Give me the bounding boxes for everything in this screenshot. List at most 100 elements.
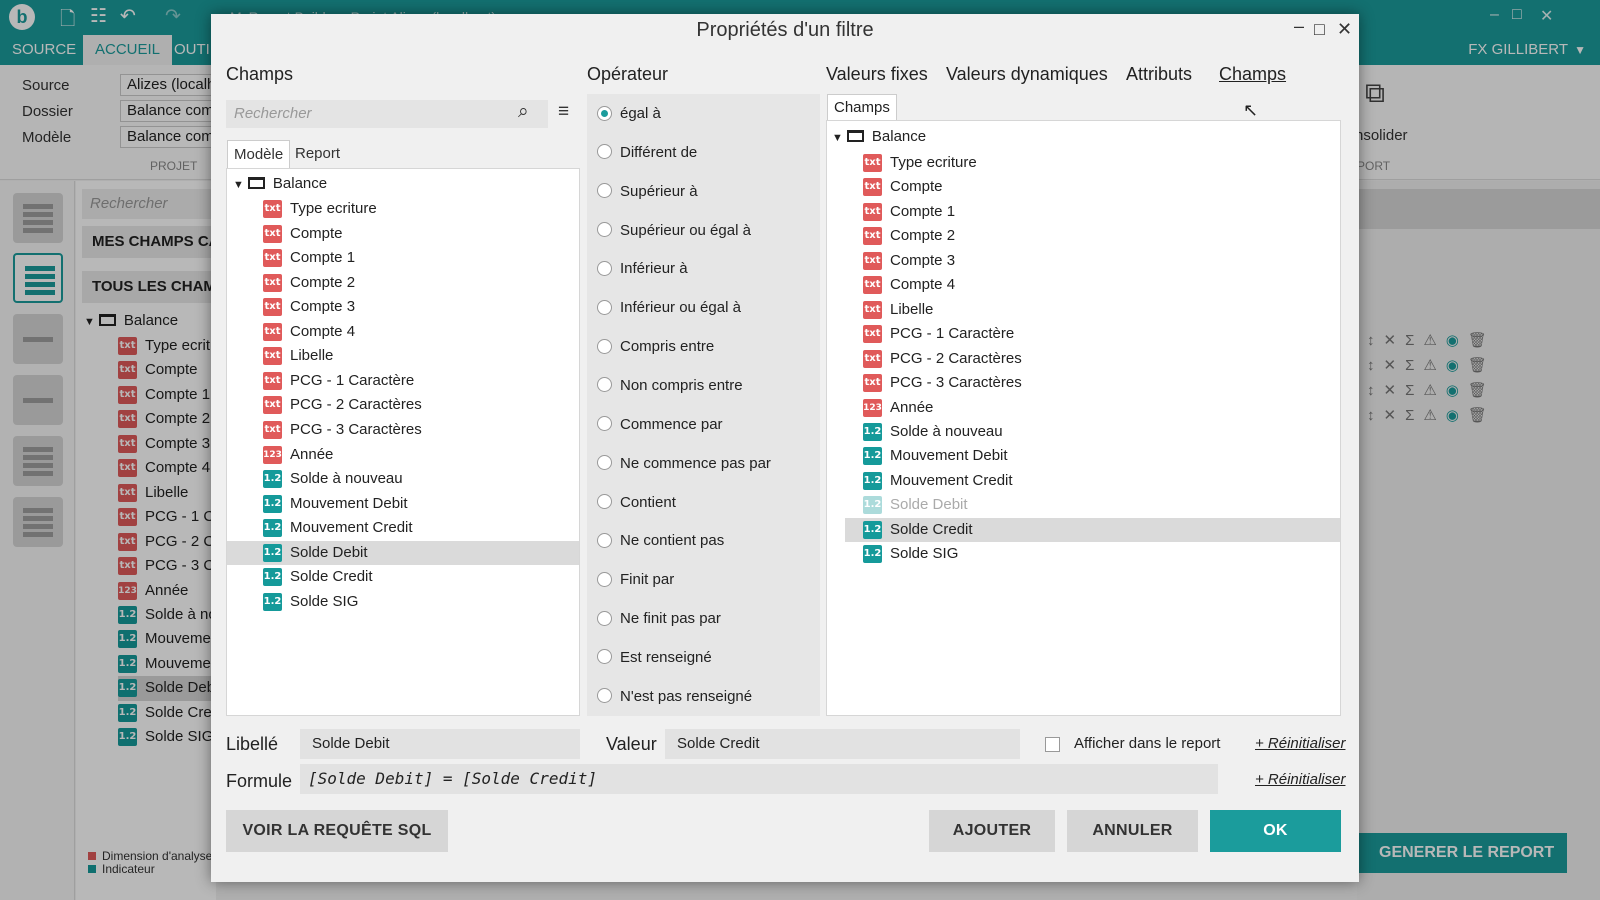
bg-field-row[interactable]: txt Type ecriture — [118, 334, 214, 359]
undo-icon[interactable]: ↶ — [120, 6, 136, 27]
minimize-icon[interactable]: – — [1490, 6, 1499, 23]
bg-field-row[interactable]: txt PCG - 1 Caractère — [118, 505, 214, 530]
modele-field[interactable]: Balance comptable — [120, 126, 220, 148]
reinitialiser-formule-link[interactable]: + Réinitialiser — [1255, 771, 1346, 788]
value-field-row[interactable]: 1.2 Solde Credit — [845, 517, 1340, 542]
filter-row-icons[interactable]: ↕✕Σ⚠◉🗑 — [1367, 357, 1496, 374]
reinitialiser-libelle-link[interactable]: + Réinitialiser — [1255, 735, 1346, 752]
champs-field-row[interactable]: txt Compte 1 — [227, 246, 579, 270]
view-row-icon[interactable] — [13, 314, 63, 364]
champs-field-row[interactable]: 123 Année — [227, 443, 579, 467]
bg-field-row[interactable]: 1.2 Solde SIG — [118, 725, 213, 750]
champs-field-row[interactable]: 1.2 Mouvement Credit — [227, 516, 579, 540]
champs-field-row[interactable]: 1.2 Solde Credit — [227, 565, 579, 589]
champs-field-row[interactable]: txt Compte 4 — [227, 320, 579, 344]
filter-row-icons[interactable]: ↕✕Σ⚠◉🗑 — [1367, 382, 1496, 399]
search-icon[interactable]: ⌕ — [518, 101, 529, 122]
bg-field-row[interactable]: 1.2 Solde Debit — [118, 676, 214, 701]
operator-option[interactable]: Ne contient pas — [597, 530, 724, 552]
view-grid-icon[interactable] — [13, 253, 63, 303]
champs-field-row[interactable]: txt Compte 2 — [227, 271, 579, 295]
champs-field-row[interactable]: 1.2 Solde Debit — [227, 540, 579, 565]
tab-valeurs-fixes[interactable]: Valeurs fixes — [826, 64, 928, 84]
tab-accueil[interactable]: ACCUEIL — [83, 35, 173, 65]
bg-field-row[interactable]: txt Compte 3 — [118, 432, 210, 457]
ajouter-button[interactable]: AJOUTER — [929, 810, 1055, 852]
radio-icon[interactable] — [597, 377, 612, 393]
view-checklist-icon[interactable] — [13, 436, 63, 486]
value-field-row[interactable]: txt Libelle — [827, 298, 1340, 322]
bg-tree-root[interactable]: ▼ Balance — [84, 312, 179, 329]
radio-icon[interactable] — [597, 649, 612, 665]
tab-value-champs[interactable]: Champs — [827, 94, 897, 120]
tab-champs[interactable]: Champs — [1219, 64, 1287, 84]
champs-field-row[interactable]: txt Compte 3 — [227, 295, 579, 319]
chevron-down-icon[interactable]: ▼ — [1574, 43, 1586, 57]
radio-icon[interactable] — [597, 610, 612, 626]
maximize-icon[interactable]: □ — [1512, 6, 1522, 23]
value-field-row[interactable]: 123 Année — [827, 396, 1340, 420]
radio-icon[interactable] — [597, 571, 612, 587]
champs-field-row[interactable]: txt PCG - 1 Caractère — [227, 369, 579, 393]
bg-field-row[interactable]: txt Compte 4 — [118, 456, 210, 481]
champs-field-row[interactable]: 1.2 Solde à nouveau — [227, 467, 579, 491]
bg-field-row[interactable]: txt PCG - 2 Caractères — [118, 530, 214, 555]
bg-field-row[interactable]: txt Compte — [118, 358, 198, 383]
libelle-input[interactable]: Solde Debit — [300, 729, 580, 759]
radio-icon[interactable] — [597, 494, 612, 510]
operator-option[interactable]: Contient — [597, 492, 676, 514]
view-chart-icon[interactable] — [13, 497, 63, 547]
tab-valeurs-dynamiques[interactable]: Valeurs dynamiques — [946, 64, 1108, 84]
value-field-row[interactable]: 1.2 Solde à nouveau — [827, 420, 1340, 444]
annuler-button[interactable]: ANNULER — [1067, 810, 1198, 852]
tab-modele[interactable]: Modèle — [227, 140, 291, 168]
excel-icon[interactable]: ☷ — [90, 6, 108, 27]
tab-report[interactable]: Report — [295, 145, 341, 162]
value-field-row[interactable]: txt Type ecriture — [827, 151, 1340, 175]
maximize-icon[interactable]: □ — [1314, 19, 1325, 39]
value-field-row[interactable]: txt PCG - 3 Caractères — [827, 371, 1340, 395]
view-table-icon[interactable] — [13, 193, 63, 243]
operator-option[interactable]: égal à — [597, 103, 661, 125]
radio-icon[interactable] — [597, 299, 612, 315]
value-field-row[interactable]: 1.2 Mouvement Debit — [827, 444, 1340, 468]
minimize-icon[interactable]: – — [1294, 16, 1305, 36]
value-field-row[interactable]: txt Compte 1 — [827, 200, 1340, 224]
operator-option[interactable]: Ne commence pas par — [597, 453, 771, 475]
afficher-checkbox[interactable] — [1045, 737, 1060, 752]
bg-field-row[interactable]: 1.2 Solde à nouveau — [118, 603, 214, 628]
champs-field-row[interactable]: txt Libelle — [227, 344, 579, 368]
view-field-icon[interactable] — [13, 375, 63, 425]
value-field-row[interactable]: txt PCG - 2 Caractères — [827, 347, 1340, 371]
user-name[interactable]: FX GILLIBERT — [1468, 41, 1568, 58]
bg-field-row[interactable]: 123 Année — [118, 579, 188, 604]
bg-field-row[interactable]: 1.2 Mouvement Debit — [118, 627, 214, 652]
value-field-row[interactable]: 1.2 Solde Debit — [827, 493, 1340, 517]
radio-icon[interactable] — [597, 455, 612, 471]
champs-field-row[interactable]: 1.2 Solde SIG — [227, 590, 579, 614]
filter-row-icons[interactable]: ↕✕Σ⚠◉🗑 — [1367, 407, 1496, 424]
operator-option[interactable]: Inférieur à — [597, 258, 688, 280]
tab-attributs[interactable]: Attributs — [1126, 64, 1193, 84]
operator-option[interactable]: Ne finit pas par — [597, 608, 721, 630]
champs-field-row[interactable]: txt Compte — [227, 222, 579, 246]
voir-sql-button[interactable]: VOIR LA REQUÊTE SQL — [226, 810, 448, 852]
tab-source[interactable]: SOURCE — [12, 41, 77, 58]
champs-field-row[interactable]: txt PCG - 2 Caractères — [227, 393, 579, 417]
operator-option[interactable]: N'est pas renseigné — [597, 686, 752, 708]
operator-option[interactable]: Inférieur ou égal à — [597, 297, 741, 319]
section-tous-champs[interactable]: TOUS LES CHAMPS — [82, 271, 212, 303]
bg-field-row[interactable]: 1.2 Solde Credit — [118, 701, 214, 726]
operator-option[interactable]: Finit par — [597, 569, 674, 591]
operator-option[interactable]: Non compris entre — [597, 375, 743, 397]
close-icon[interactable]: ✕ — [1337, 19, 1353, 39]
new-file-icon[interactable]: 🗋 — [60, 9, 76, 30]
radio-icon[interactable] — [597, 144, 612, 160]
bg-field-row[interactable]: txt Compte 1 — [118, 383, 210, 408]
value-field-row[interactable]: 1.2 Mouvement Credit — [827, 469, 1340, 493]
consolider-button[interactable]: ⧉ nsolider — [1355, 77, 1435, 152]
value-tree-root-balance[interactable]: ▼ Balance — [832, 128, 927, 145]
source-field[interactable]: Alizes (localhost) — [120, 74, 220, 96]
operator-option[interactable]: Supérieur à — [597, 181, 698, 203]
radio-icon[interactable] — [597, 532, 612, 548]
